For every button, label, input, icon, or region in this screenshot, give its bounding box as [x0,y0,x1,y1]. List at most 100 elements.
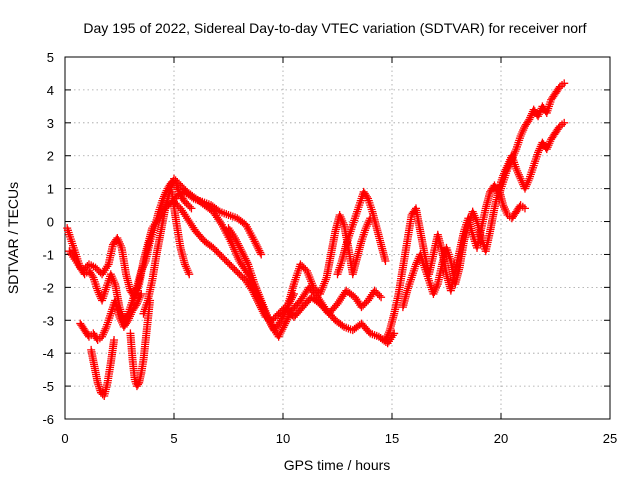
y-tick-label: -6 [42,412,54,427]
data-point [95,382,104,391]
data-point [470,211,479,220]
data-point [127,308,136,317]
data-point [231,234,240,242]
data-point [113,234,122,242]
series-track-11 [333,187,390,279]
x-tick-label: 25 [603,431,617,446]
data-point [468,207,477,216]
data-point [412,258,421,267]
data-point [499,171,508,180]
data-point [534,148,543,157]
data-point [254,244,263,253]
data-point [546,137,555,146]
y-tick-label: 4 [47,83,54,98]
data-point [132,299,141,308]
y-tick-label: 0 [47,215,54,230]
data-point [384,330,393,339]
data-point [231,235,240,244]
data-point [390,329,399,338]
data-point [256,248,265,257]
data-point [252,241,261,250]
data-point [513,166,522,175]
x-tick-label: 5 [170,431,177,446]
data-point [242,256,251,265]
series-track-10 [283,210,375,312]
data-point [560,79,569,88]
data-point [116,314,125,323]
data-point [525,115,534,124]
data-point [514,170,523,179]
data-point [505,157,514,166]
data-point [502,163,511,172]
data-point [523,178,532,187]
series-track-14 [494,184,529,223]
data-point [336,212,345,221]
data-point [472,215,481,224]
data-point [277,327,286,336]
data-point [106,270,115,279]
y-tick-label: -3 [42,313,54,328]
data-point [377,293,386,302]
series-track-9 [224,224,298,335]
data-point [180,260,189,269]
data-point [527,111,536,120]
data-point [274,332,283,341]
data-point [281,306,290,315]
data-point [234,241,243,250]
data-point [115,239,124,248]
series-track-4 [87,336,119,400]
data-point [233,253,242,262]
data-point [183,266,192,275]
data-point [134,295,143,304]
data-point [95,290,104,299]
data-point [185,270,194,279]
data-point [117,316,126,325]
data-point [134,380,143,389]
data-point [88,271,97,280]
data-point [339,218,348,227]
data-point [363,220,372,229]
data-point [512,164,521,173]
data-point [110,336,119,345]
data-point [534,146,543,155]
data-point [100,326,109,335]
data-point [243,258,252,267]
y-tick-label: 5 [47,50,54,65]
data-point [534,110,543,119]
data-point [109,276,118,285]
data-point [469,209,478,218]
series-track-8 [170,197,386,325]
data-point [278,325,287,334]
data-point [98,332,107,341]
data-point [94,380,103,389]
data-point [123,317,132,326]
data-point [185,202,194,211]
data-point [282,304,291,313]
data-point [135,293,144,302]
data-point [98,330,107,339]
data-point [93,378,102,387]
data-point [279,323,288,332]
series-track-7 [167,187,194,279]
data-point [429,289,438,298]
y-tick-label: 1 [47,182,54,197]
data-point [560,118,569,127]
data-point [413,256,422,265]
y-axis-label: SDTVAR / TECUs [5,182,21,294]
data-point [381,336,390,345]
data-point [131,301,140,310]
plot-frame [64,56,611,420]
data-point [250,237,259,246]
data-point [524,117,533,126]
data-point [99,328,108,337]
data-point [137,289,146,298]
series-track-13 [398,118,569,312]
data-point [545,139,554,148]
data-point [95,384,104,393]
data-point [501,207,510,216]
data-point [263,312,272,321]
data-point [125,312,134,321]
data-point [521,182,530,191]
data-point [240,252,249,261]
data-point [110,278,119,287]
